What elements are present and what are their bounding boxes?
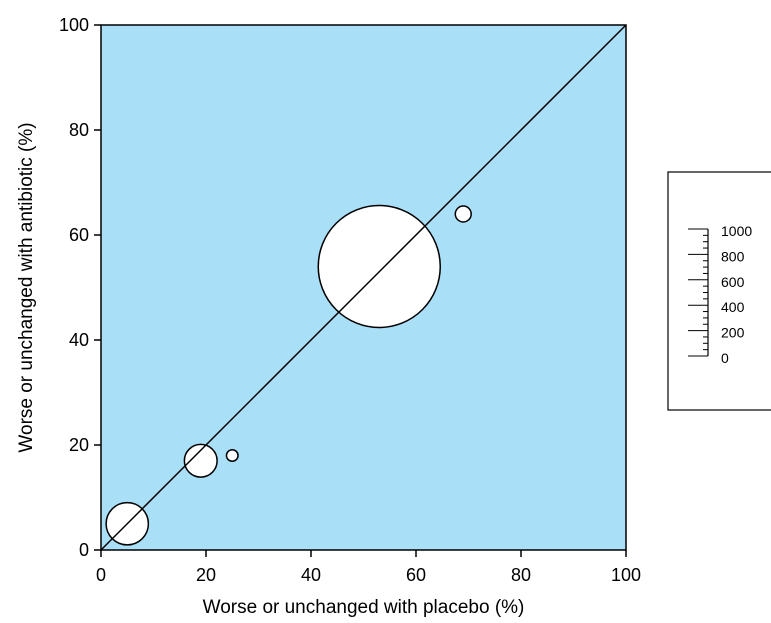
legend-box (667, 171, 771, 411)
bubble (317, 204, 441, 329)
bubble (454, 205, 472, 223)
x-tick-label: 100 (611, 565, 641, 585)
legend-label: 800 (721, 248, 745, 264)
y-tick-label: 40 (69, 330, 89, 350)
legend-ticks (688, 228, 708, 357)
x-axis: 0 20 40 60 80 100 (96, 550, 641, 585)
plot-frame (100, 24, 627, 551)
x-tick-label: 80 (511, 565, 531, 585)
y-tick-label: 60 (69, 225, 89, 245)
legend-label: 1000 (721, 223, 752, 239)
x-tick-label: 40 (301, 565, 321, 585)
y-tick-label: 20 (69, 435, 89, 455)
y-tick-label: 100 (59, 15, 89, 35)
y-axis: 0 20 40 60 80 100 (59, 15, 101, 560)
x-axis-title: Worse or unchanged with placebo (%) (203, 597, 525, 618)
x-tick-label: 20 (196, 565, 216, 585)
x-tick-label: 0 (96, 565, 106, 585)
legend-label: 600 (721, 274, 745, 290)
legend-label: 0 (721, 350, 729, 366)
x-tick-label: 60 (406, 565, 426, 585)
legend-label: 200 (721, 325, 745, 341)
bubble (225, 448, 239, 463)
y-tick-label: 0 (79, 540, 89, 560)
bubble (183, 443, 218, 478)
y-axis-title: Worse or unchanged with antibiotic (%) (16, 122, 37, 452)
y-tick-label: 80 (69, 120, 89, 140)
identity-line (100, 24, 627, 551)
legend-label: 400 (721, 299, 745, 315)
size-legend: 1000 800 600 400 200 0 (667, 171, 771, 411)
